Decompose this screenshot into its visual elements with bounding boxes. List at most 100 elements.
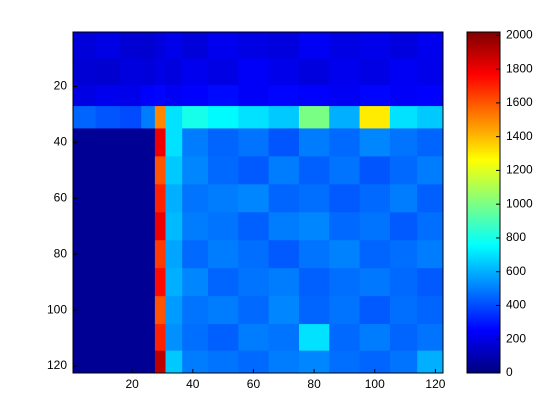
heatmap-cell <box>268 32 300 60</box>
heatmap-cell <box>95 350 121 374</box>
heatmap-cell <box>141 184 156 213</box>
heatmap-cell <box>154 85 166 107</box>
heatmap-cell <box>389 58 418 86</box>
colorbar-tick-label: 400 <box>506 298 526 312</box>
heatmap-cell <box>154 106 166 129</box>
heatmap-cell <box>329 350 361 374</box>
heatmap-cell <box>298 106 330 129</box>
heatmap-cell <box>298 324 330 352</box>
heatmap-cell <box>268 128 300 157</box>
x-tick-label: 20 <box>125 377 139 391</box>
heatmap-cell <box>182 324 209 352</box>
colorbar-tick-label: 200 <box>506 331 526 345</box>
heatmap-cell <box>120 156 142 185</box>
heatmap-cell <box>329 240 361 269</box>
heatmap-cell <box>182 296 209 325</box>
heatmap-cell <box>73 350 97 374</box>
heatmap-cell <box>238 184 270 213</box>
heatmap-cell <box>182 184 209 213</box>
heatmap-cell <box>207 58 239 86</box>
heatmap-cell <box>165 212 183 241</box>
heatmap-cell <box>165 324 183 352</box>
heatmap-cell <box>165 240 183 269</box>
heatmap-cell <box>329 128 361 157</box>
heatmap-cell <box>329 32 361 60</box>
heatmap-cell <box>182 212 209 241</box>
heatmap-cell <box>165 58 183 86</box>
heatmap-cell <box>182 156 209 185</box>
heatmap-cell <box>359 350 391 374</box>
y-tick-label: 20 <box>54 79 68 93</box>
heatmap-cell <box>359 106 391 129</box>
y-tick-label: 120 <box>47 358 67 372</box>
heatmap-cell <box>120 58 142 86</box>
heatmap-cell <box>154 212 166 241</box>
heatmap-cell <box>120 268 142 297</box>
heatmap-cell <box>120 184 142 213</box>
heatmap-cell <box>182 350 209 374</box>
heatmap-cell <box>182 268 209 297</box>
heatmap-cell <box>238 296 270 325</box>
heatmap-cell <box>95 212 121 241</box>
heatmap-cell <box>268 240 300 269</box>
heatmap-cell <box>207 212 239 241</box>
plot-frame <box>72 31 444 374</box>
heatmap-cell <box>95 58 121 86</box>
heatmap-cell <box>417 85 444 107</box>
y-tick-label: 100 <box>47 302 67 316</box>
heatmap-cell <box>268 212 300 241</box>
heatmap-cell <box>238 32 270 60</box>
heatmap-cell <box>141 268 156 297</box>
heatmap-cell <box>95 324 121 352</box>
heatmap-cell <box>359 32 391 60</box>
heatmap-cell <box>389 106 418 129</box>
colorbar-tick-label: 1600 <box>506 95 533 109</box>
heatmap-cell <box>238 106 270 129</box>
heatmap-cell <box>329 268 361 297</box>
heatmap-cell <box>207 240 239 269</box>
heatmap-cell <box>73 240 97 269</box>
heatmap-cell <box>154 128 166 157</box>
heatmap-cell <box>182 58 209 86</box>
heatmap-cell <box>95 240 121 269</box>
heatmap-cell <box>329 324 361 352</box>
heatmap-cell <box>141 296 156 325</box>
heatmap-cell <box>95 106 121 129</box>
heatmap-cell <box>329 106 361 129</box>
heatmap-cell <box>238 58 270 86</box>
heatmap-cell <box>154 350 166 374</box>
heatmap-cell <box>298 184 330 213</box>
heatmap-cell <box>268 184 300 213</box>
colorbar-tick-label: 1400 <box>506 129 533 143</box>
heatmap-cell <box>73 85 97 107</box>
heatmap-cell <box>389 268 418 297</box>
heatmap-cell <box>389 85 418 107</box>
heatmap-cell <box>329 85 361 107</box>
heatmap-cell <box>329 58 361 86</box>
heatmap-cell <box>141 212 156 241</box>
heatmap-cell <box>73 268 97 297</box>
heatmap-cell <box>417 212 444 241</box>
heatmap-cell <box>389 212 418 241</box>
heatmap-cell <box>389 350 418 374</box>
heatmap-cell <box>154 296 166 325</box>
heatmap-cell <box>207 184 239 213</box>
heatmap-cell <box>268 324 300 352</box>
heatmap-cell <box>417 350 444 374</box>
heatmap-cell <box>238 85 270 107</box>
heatmap-cell <box>165 268 183 297</box>
heatmap-cell <box>238 212 270 241</box>
heatmap-cell <box>141 85 156 107</box>
heatmap-cell <box>238 268 270 297</box>
heatmap-cell <box>359 324 391 352</box>
heatmap-cell <box>141 324 156 352</box>
heatmap-cell <box>73 58 97 86</box>
heatmap-cell <box>120 32 142 60</box>
heatmap-cell <box>95 296 121 325</box>
heatmap-cell <box>182 128 209 157</box>
heatmap-cell <box>298 156 330 185</box>
x-tick-label: 80 <box>307 377 321 391</box>
heatmap-cell <box>95 156 121 185</box>
heatmap-cell <box>298 212 330 241</box>
heatmap-cell <box>417 156 444 185</box>
